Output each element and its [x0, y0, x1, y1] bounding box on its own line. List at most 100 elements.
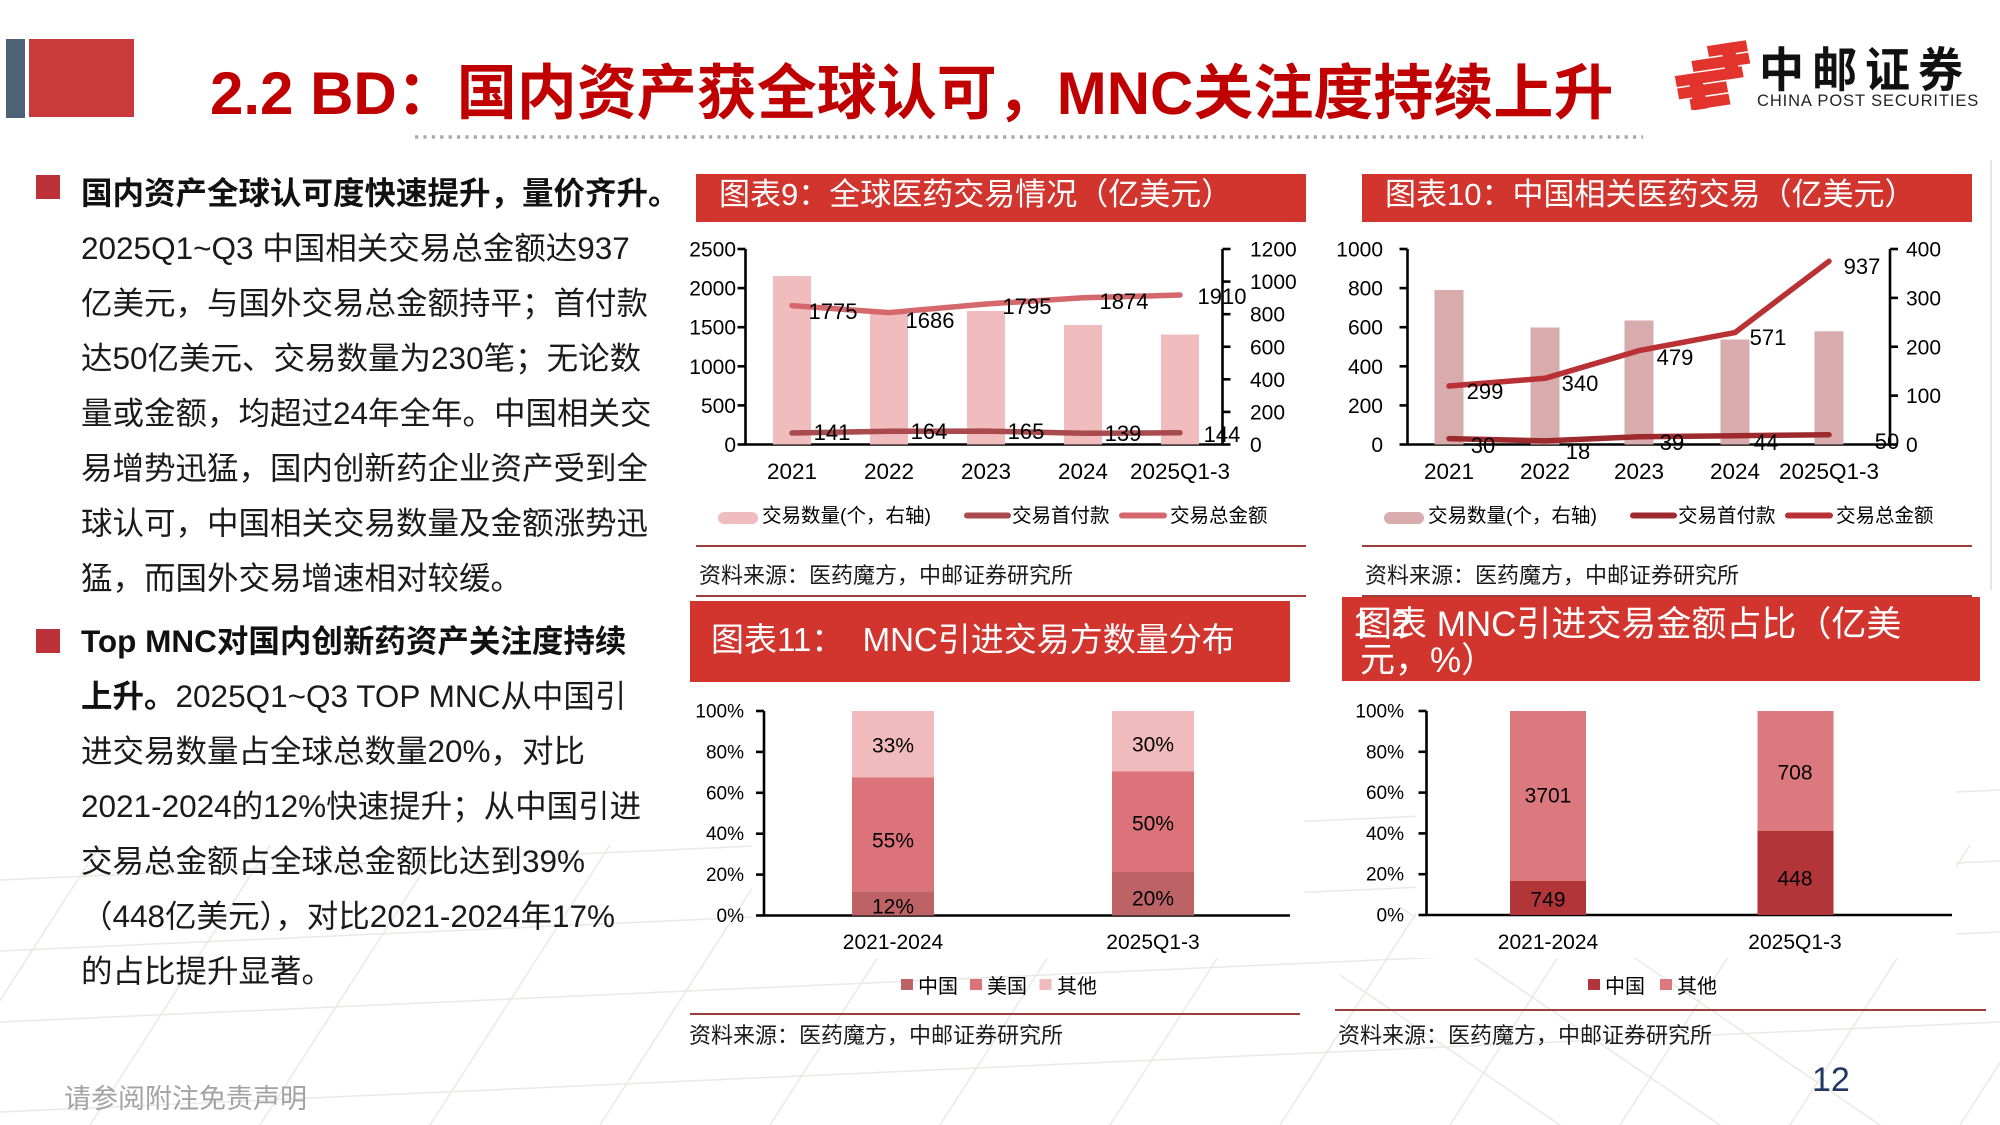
svg-text:1000: 1000	[689, 356, 736, 379]
svg-text:中邮证券: 中邮证券	[1759, 44, 1971, 97]
svg-text:300: 300	[1906, 287, 1941, 310]
svg-text:0: 0	[724, 434, 736, 457]
svg-text:2000: 2000	[689, 278, 736, 301]
svg-text:图表11： MNC引进交易方数量分布: 图表11： MNC引进交易方数量分布	[711, 621, 1235, 658]
svg-text:1874: 1874	[1100, 289, 1149, 314]
svg-text:50: 50	[1875, 429, 1899, 454]
svg-text:0%: 0%	[1377, 906, 1405, 927]
svg-text:图表10：中国相关医药交易（亿美元）: 图表10：中国相关医药交易（亿美元）	[1385, 177, 1915, 212]
svg-text:164: 164	[911, 419, 948, 444]
svg-text:1775: 1775	[809, 299, 858, 324]
svg-text:40%: 40%	[1366, 824, 1404, 845]
svg-text:144: 144	[1204, 422, 1241, 447]
svg-text:1500: 1500	[689, 317, 736, 340]
svg-text:400: 400	[1348, 356, 1383, 379]
svg-text:图表9：全球医药交易情况（亿美元）: 图表9：全球医药交易情况（亿美元）	[719, 177, 1232, 212]
svg-text:2024: 2024	[1058, 459, 1108, 484]
svg-text:33%: 33%	[872, 735, 914, 758]
svg-text:2: 2	[1391, 605, 1410, 644]
svg-text:100: 100	[1906, 385, 1941, 408]
svg-text:0: 0	[1906, 434, 1918, 457]
svg-text:800: 800	[1348, 278, 1383, 301]
svg-text:2023: 2023	[1614, 459, 1664, 484]
svg-text:2022: 2022	[864, 459, 914, 484]
svg-text:141: 141	[814, 420, 851, 445]
svg-text:2022: 2022	[1520, 459, 1570, 484]
svg-text:60%: 60%	[1366, 783, 1404, 804]
svg-text:资料来源：医药魔方，中邮证券研究所: 资料来源：医药魔方，中邮证券研究所	[1365, 563, 1739, 588]
svg-text:3701: 3701	[1525, 785, 1572, 808]
svg-text:571: 571	[1750, 325, 1787, 350]
svg-text:55%: 55%	[872, 830, 914, 853]
svg-text:交易数量(个，右轴): 交易数量(个，右轴)	[1428, 505, 1597, 527]
svg-text:交易首付款: 交易首付款	[1012, 505, 1110, 527]
svg-text:2021: 2021	[767, 459, 817, 484]
svg-text:600: 600	[1348, 317, 1383, 340]
svg-text:资料来源：医药魔方，中邮证券研究所: 资料来源：医药魔方，中邮证券研究所	[1338, 1023, 1712, 1048]
svg-text:448: 448	[1777, 868, 1812, 891]
svg-text:20%: 20%	[1132, 888, 1174, 911]
svg-text:2024: 2024	[1710, 459, 1760, 484]
svg-text:299: 299	[1467, 379, 1504, 404]
svg-text:2025Q1-3: 2025Q1-3	[1748, 931, 1841, 954]
svg-text:39: 39	[1660, 430, 1684, 455]
svg-text:2025Q1-3: 2025Q1-3	[1130, 459, 1230, 484]
svg-text:50%: 50%	[1132, 813, 1174, 836]
svg-text:340: 340	[1562, 371, 1599, 396]
svg-text:交易数量(个，右轴): 交易数量(个，右轴)	[762, 505, 931, 527]
svg-text:2021-2024: 2021-2024	[1498, 931, 1599, 954]
svg-text:资料来源：医药魔方，中邮证券研究所: 资料来源：医药魔方，中邮证券研究所	[689, 1023, 1063, 1048]
svg-text:交易总金额: 交易总金额	[1170, 505, 1268, 527]
svg-text:1686: 1686	[906, 308, 955, 333]
svg-text:749: 749	[1530, 889, 1565, 912]
svg-text:1910: 1910	[1198, 284, 1247, 309]
svg-text:200: 200	[1250, 401, 1285, 424]
svg-text:600: 600	[1250, 336, 1285, 359]
svg-text:18: 18	[1566, 439, 1590, 464]
svg-text:100%: 100%	[695, 702, 744, 723]
svg-text:500: 500	[701, 395, 736, 418]
svg-text:12%: 12%	[872, 896, 914, 919]
svg-text:1795: 1795	[1003, 294, 1052, 319]
svg-text:30: 30	[1471, 433, 1495, 458]
svg-text:中国: 中国	[918, 975, 958, 998]
svg-text:1000: 1000	[1250, 271, 1297, 294]
svg-text:200: 200	[1348, 395, 1383, 418]
svg-text:20%: 20%	[706, 865, 744, 886]
svg-text:40%: 40%	[706, 824, 744, 845]
svg-text:80%: 80%	[706, 742, 744, 763]
svg-text:其他: 其他	[1057, 975, 1097, 998]
svg-text:708: 708	[1777, 762, 1812, 785]
svg-text:30%: 30%	[1132, 734, 1174, 757]
svg-text:200: 200	[1906, 336, 1941, 359]
svg-text:400: 400	[1906, 239, 1941, 262]
svg-text:0: 0	[1371, 434, 1383, 457]
svg-text:交易首付款: 交易首付款	[1678, 505, 1776, 527]
svg-text:800: 800	[1250, 304, 1285, 327]
svg-text:1000: 1000	[1336, 239, 1383, 262]
svg-text:2023: 2023	[961, 459, 1011, 484]
svg-text:中国: 中国	[1605, 975, 1645, 998]
svg-text:100%: 100%	[1355, 702, 1404, 723]
svg-text:2021: 2021	[1424, 459, 1474, 484]
svg-text:2025Q1-3: 2025Q1-3	[1779, 459, 1879, 484]
svg-text:2500: 2500	[689, 239, 736, 262]
svg-text:元，%）: 元，%）	[1360, 641, 1496, 680]
svg-text:2025Q1-3: 2025Q1-3	[1106, 931, 1199, 954]
svg-text:0%: 0%	[717, 906, 745, 927]
svg-text:1: 1	[1353, 605, 1372, 644]
svg-text:937: 937	[1844, 254, 1881, 279]
svg-text:其他: 其他	[1677, 975, 1717, 998]
svg-text:20%: 20%	[1366, 865, 1404, 886]
svg-text:165: 165	[1008, 419, 1045, 444]
svg-text:美国: 美国	[987, 975, 1027, 998]
svg-text:1200: 1200	[1250, 239, 1297, 262]
svg-text:图表 MNC引进交易金额占比（亿美: 图表 MNC引进交易金额占比（亿美	[1357, 605, 1901, 644]
svg-text:2021-2024: 2021-2024	[843, 931, 944, 954]
svg-text:60%: 60%	[706, 783, 744, 804]
svg-text:80%: 80%	[1366, 742, 1404, 763]
svg-text:139: 139	[1105, 421, 1142, 446]
svg-text:资料来源：医药魔方，中邮证券研究所: 资料来源：医药魔方，中邮证券研究所	[699, 563, 1073, 588]
svg-text:44: 44	[1754, 430, 1778, 455]
svg-text:479: 479	[1657, 345, 1694, 370]
